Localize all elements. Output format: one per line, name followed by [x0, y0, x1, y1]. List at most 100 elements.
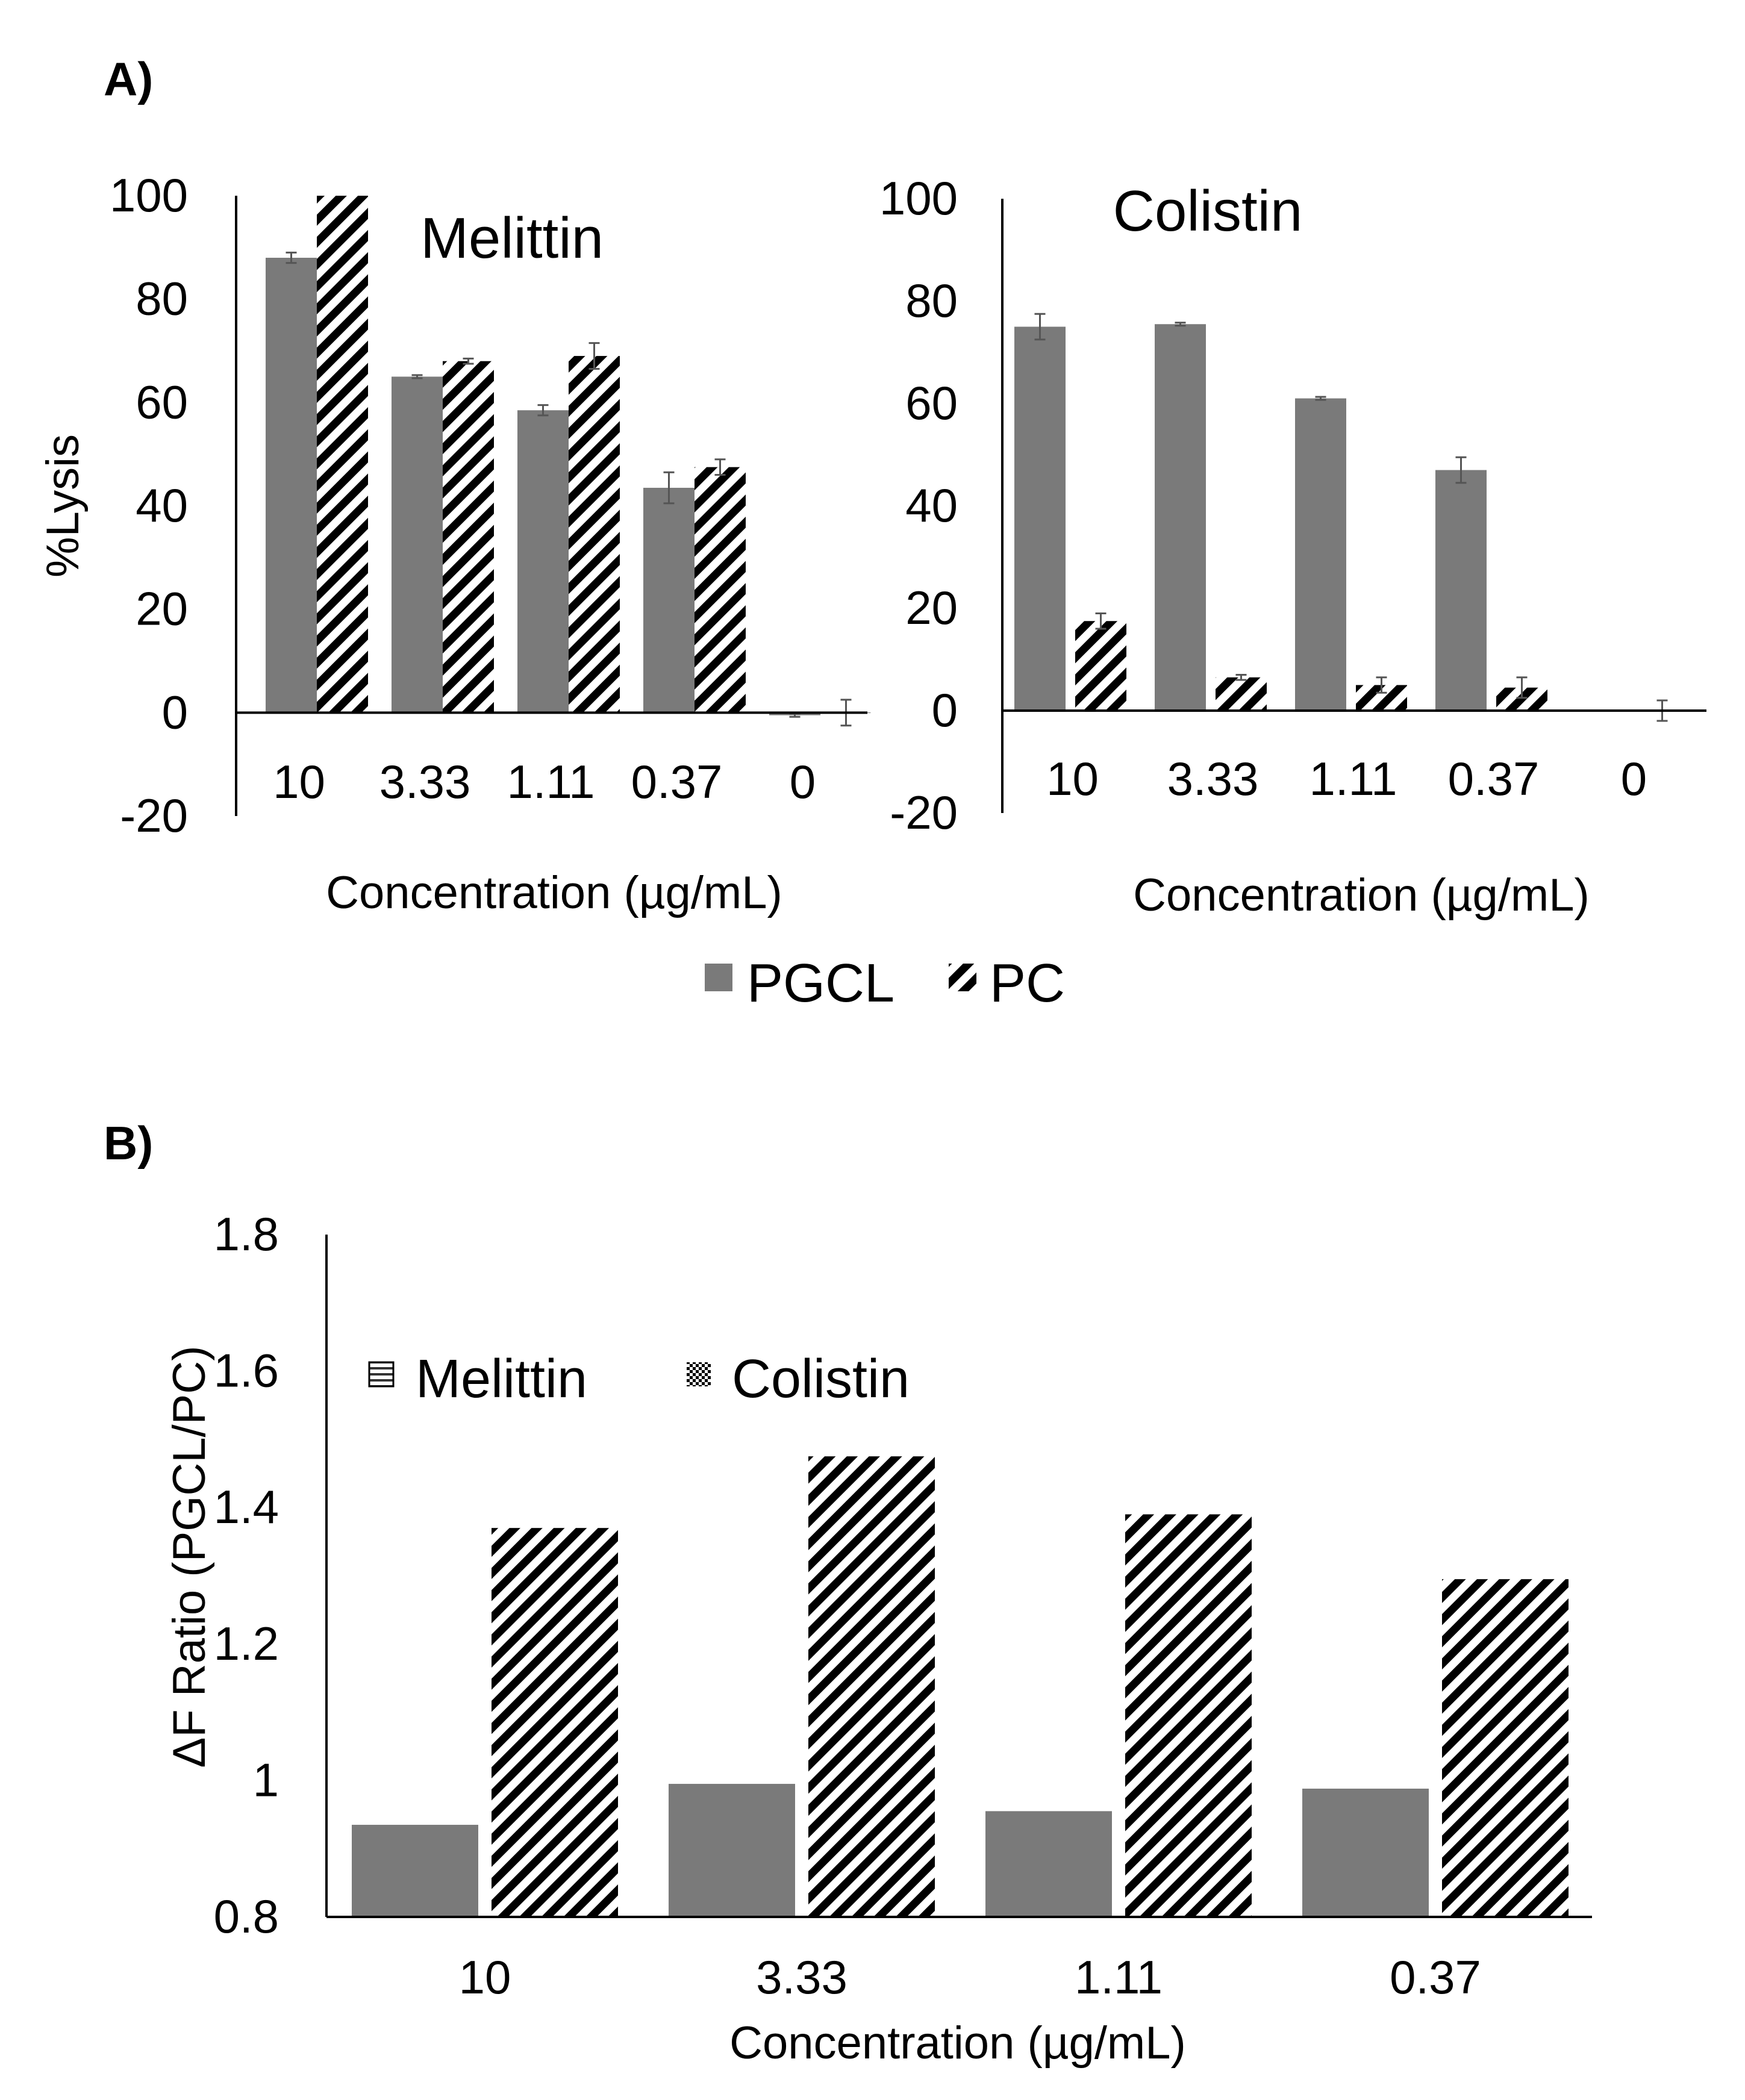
colistin-x-axis-title: Concentration (µg/mL)	[1133, 870, 1590, 921]
melittin-x-tick-label: 10	[273, 755, 325, 808]
colistin-x-tick-label: 0	[1621, 752, 1647, 805]
ratio-bar-colistin-0	[492, 1528, 618, 1917]
ratio-x-axis-title: Concentration (µg/mL)	[729, 2017, 1186, 2069]
ratio-bars	[352, 1456, 1569, 1917]
melittin-x-axis-title: Concentration (µg/mL)	[326, 867, 782, 918]
colistin-error-bars	[1034, 313, 1668, 722]
melittin-x-tick-label: 0	[790, 755, 816, 808]
ratio-y-tick-label: 1.4	[214, 1480, 279, 1533]
pgcl-legend-swatch	[705, 964, 732, 991]
ratio-x-tick-label: 1.11	[1075, 1951, 1163, 2004]
colistin-bar-pgcl-0	[1014, 326, 1066, 711]
colistin-bar-pgcl-2	[1295, 398, 1346, 711]
melittin-chart: 100 80 60 40 20 0 -20 10 3.33 1.11 0.37 0 Melittin…	[37, 169, 872, 918]
melittin-bar-pc-0	[317, 196, 368, 713]
colistin-x-tick-label: 0.37	[1448, 752, 1540, 805]
melittin-axes	[235, 196, 867, 816]
melittin-error-bar-pc-1	[463, 357, 474, 365]
colistin-chart: 100 80 60 40 20 0 -20 10 3.33 1.11 0.37 0 Colistin…	[879, 172, 1706, 921]
colistin-bar-pgcl-3	[1435, 470, 1487, 711]
colistin-error-bar-pc-2	[1376, 676, 1387, 694]
melittin-y-tick-label: 40	[136, 479, 188, 532]
melittin-error-bar-pgcl-2	[537, 404, 549, 417]
colistin-legend-swatch	[687, 1362, 711, 1386]
panel-b-label: B)	[104, 1117, 153, 1170]
colistin-y-tick-label: 100	[879, 172, 958, 225]
ratio-bar-melittin-2	[985, 1811, 1112, 1917]
melittin-title: Melittin	[420, 206, 604, 270]
colistin-error-bar-pgcl-3	[1455, 456, 1467, 484]
melittin-y-tick-label: -20	[120, 789, 188, 842]
melittin-legend-swatch	[368, 1361, 395, 1388]
ratio-bar-colistin-1	[808, 1456, 935, 1917]
colistin-x-tick-label: 10	[1046, 752, 1099, 805]
colistin-y-tick-label: 20	[905, 581, 958, 634]
colistin-title: Colistin	[1113, 179, 1303, 243]
melittin-y-tick-label: 20	[136, 582, 188, 635]
colistin-error-bar-pc-1	[1235, 674, 1247, 681]
colistin-legend-label: Colistin	[732, 1349, 910, 1409]
melittin-bar-pc-2	[569, 356, 620, 713]
melittin-bar-pgcl-1	[392, 376, 443, 713]
melittin-bar-pc-1	[443, 361, 494, 713]
ratio-y-tick-label: 1.2	[214, 1617, 279, 1670]
melittin-bar-pc-3	[695, 467, 746, 713]
ratio-y-axis-title: ΔF Ratio (PGCL/PC)	[164, 1345, 215, 1768]
ratio-x-tick-label: 0.37	[1390, 1951, 1481, 2004]
melittin-x-tick-label: 1.11	[507, 755, 595, 808]
melittin-legend-label: Melittin	[416, 1349, 587, 1409]
ratio-x-tick-label: 10	[459, 1951, 511, 2004]
colistin-y-tick-label: -20	[890, 786, 958, 839]
melittin-x-ticks: 10 3.33 1.11 0.37 0	[273, 755, 816, 808]
ratio-bar-colistin-2	[1125, 1514, 1252, 1917]
melittin-y-tick-label: 80	[136, 272, 188, 325]
colistin-error-bar-pgcl-0	[1034, 313, 1046, 341]
ratio-x-ticks: 10 3.33 1.11 0.37	[459, 1951, 1481, 2004]
colistin-error-bar-pgcl-1	[1175, 322, 1186, 327]
melittin-bar-pgcl-2	[517, 410, 569, 713]
melittin-bar-pgcl-3	[643, 487, 695, 713]
colistin-error-bar-pc-0	[1095, 612, 1107, 630]
melittin-y-tick-label: 0	[162, 685, 188, 738]
ratio-bar-colistin-3	[1442, 1579, 1569, 1917]
melittin-error-bar-pc-3	[714, 458, 726, 476]
melittin-y-ticks: 100 80 60 40 20 0 -20	[110, 169, 188, 842]
colistin-y-ticks: 100 80 60 40 20 0 -20	[879, 172, 958, 839]
melittin-error-bar-pgcl-0	[286, 251, 297, 264]
colistin-y-tick-label: 80	[905, 274, 958, 327]
colistin-error-bar-pgcl-2	[1315, 396, 1326, 401]
colistin-y-tick-label: 60	[905, 376, 958, 429]
melittin-x-tick-label: 0.37	[631, 755, 723, 808]
melittin-error-bar-pgcl-3	[663, 471, 675, 505]
melittin-y-axis-title: %Lysis	[37, 434, 89, 578]
colistin-x-tick-label: 3.33	[1167, 752, 1259, 805]
colistin-y-tick-label: 0	[932, 684, 958, 737]
ratio-bar-melittin-3	[1302, 1788, 1429, 1917]
ratio-axes	[325, 1235, 1592, 1918]
melittin-bars	[266, 196, 872, 715]
colistin-x-tick-label: 1.11	[1309, 752, 1397, 805]
melittin-error-bar-pgcl-1	[411, 374, 423, 379]
ratio-y-ticks: 1.8 1.6 1.4 1.2 1 0.8	[214, 1207, 279, 1943]
pgcl-legend-label: PGCL	[747, 953, 894, 1014]
ratio-legend: Melittin Colistin	[368, 1349, 910, 1409]
colistin-bar-pc-1	[1216, 677, 1267, 711]
colistin-bar-pc-0	[1075, 621, 1126, 711]
melittin-bar-pgcl-0	[266, 258, 317, 713]
colistin-x-ticks: 10 3.33 1.11 0.37 0	[1046, 752, 1647, 805]
panel-a-label: A)	[104, 52, 153, 105]
melittin-y-tick-label: 100	[110, 169, 188, 222]
colistin-bar-pgcl-1	[1155, 324, 1206, 711]
ratio-y-tick-label: 1.6	[214, 1344, 279, 1397]
ratio-y-tick-label: 1	[253, 1753, 279, 1806]
pc-legend-swatch	[949, 964, 976, 991]
panel-a-legend: PGCL PC	[705, 953, 1065, 1014]
ratio-y-tick-label: 0.8	[214, 1890, 279, 1943]
pc-legend-label: PC	[990, 953, 1065, 1014]
colistin-bars	[1014, 324, 1688, 711]
melittin-error-bar-pc-2	[588, 342, 600, 370]
ratio-chart: 1.8 1.6 1.4 1.2 1 0.8 10 3.33 1.11 0.37 ΔF Ratio…	[164, 1207, 1592, 2069]
ratio-y-tick-label: 1.8	[214, 1207, 279, 1260]
colistin-axes	[1001, 199, 1706, 813]
